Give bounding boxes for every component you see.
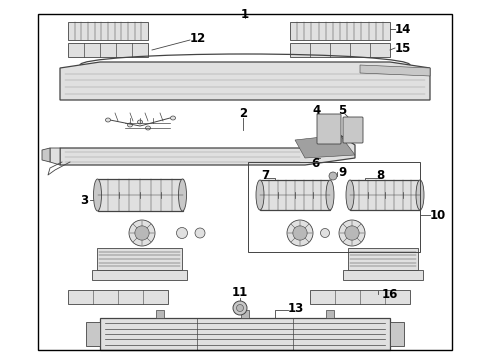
Text: 13: 13 bbox=[288, 302, 304, 315]
Ellipse shape bbox=[146, 126, 150, 130]
Ellipse shape bbox=[94, 179, 101, 211]
Bar bbox=[343, 270, 423, 280]
Text: 11: 11 bbox=[232, 287, 248, 300]
Ellipse shape bbox=[105, 118, 111, 122]
Text: 1: 1 bbox=[241, 8, 249, 21]
Text: 12: 12 bbox=[190, 32, 206, 45]
Bar bbox=[248, 162, 420, 252]
Ellipse shape bbox=[176, 228, 188, 239]
Ellipse shape bbox=[127, 123, 132, 127]
Bar bbox=[100, 318, 390, 350]
Text: 3: 3 bbox=[80, 194, 88, 207]
Text: 10: 10 bbox=[430, 208, 446, 221]
Ellipse shape bbox=[171, 116, 175, 120]
Ellipse shape bbox=[129, 220, 155, 246]
Bar bbox=[326, 310, 334, 318]
Bar bbox=[68, 290, 168, 304]
Bar bbox=[38, 14, 452, 350]
Bar bbox=[68, 43, 148, 57]
Ellipse shape bbox=[320, 229, 329, 238]
Ellipse shape bbox=[135, 226, 149, 240]
Text: 16: 16 bbox=[382, 288, 398, 301]
Bar bbox=[348, 248, 418, 270]
Text: 5: 5 bbox=[338, 104, 346, 117]
Polygon shape bbox=[360, 65, 430, 76]
Bar bbox=[68, 22, 148, 40]
Bar bbox=[86, 322, 100, 346]
Ellipse shape bbox=[346, 180, 354, 210]
Text: 4: 4 bbox=[313, 104, 321, 117]
Ellipse shape bbox=[287, 220, 313, 246]
Ellipse shape bbox=[345, 226, 359, 240]
Bar bbox=[390, 322, 404, 346]
Bar bbox=[92, 270, 187, 280]
Ellipse shape bbox=[178, 179, 187, 211]
Bar bbox=[156, 310, 164, 318]
Bar bbox=[350, 180, 420, 210]
Polygon shape bbox=[60, 62, 430, 100]
FancyBboxPatch shape bbox=[317, 114, 341, 144]
Ellipse shape bbox=[339, 220, 365, 246]
Ellipse shape bbox=[233, 301, 247, 315]
FancyBboxPatch shape bbox=[343, 117, 363, 143]
Ellipse shape bbox=[329, 172, 337, 180]
Polygon shape bbox=[60, 135, 355, 165]
Polygon shape bbox=[295, 135, 355, 158]
Bar bbox=[290, 43, 390, 57]
Ellipse shape bbox=[256, 180, 264, 210]
Ellipse shape bbox=[138, 120, 143, 124]
Polygon shape bbox=[42, 148, 50, 162]
Text: 8: 8 bbox=[376, 168, 384, 181]
Ellipse shape bbox=[293, 226, 307, 240]
Bar bbox=[241, 310, 249, 318]
Bar bbox=[310, 290, 410, 304]
Ellipse shape bbox=[326, 180, 334, 210]
Ellipse shape bbox=[195, 228, 205, 238]
Text: 2: 2 bbox=[239, 107, 247, 120]
Ellipse shape bbox=[416, 180, 424, 210]
Ellipse shape bbox=[237, 305, 244, 311]
Text: 15: 15 bbox=[395, 41, 412, 54]
Text: 6: 6 bbox=[311, 157, 319, 170]
Bar bbox=[97, 248, 182, 270]
Bar bbox=[290, 22, 390, 40]
Text: 14: 14 bbox=[395, 23, 412, 36]
Bar bbox=[260, 180, 330, 210]
Polygon shape bbox=[50, 148, 60, 165]
Bar bbox=[98, 179, 182, 211]
Text: 7: 7 bbox=[261, 168, 269, 181]
Text: 9: 9 bbox=[338, 166, 346, 179]
